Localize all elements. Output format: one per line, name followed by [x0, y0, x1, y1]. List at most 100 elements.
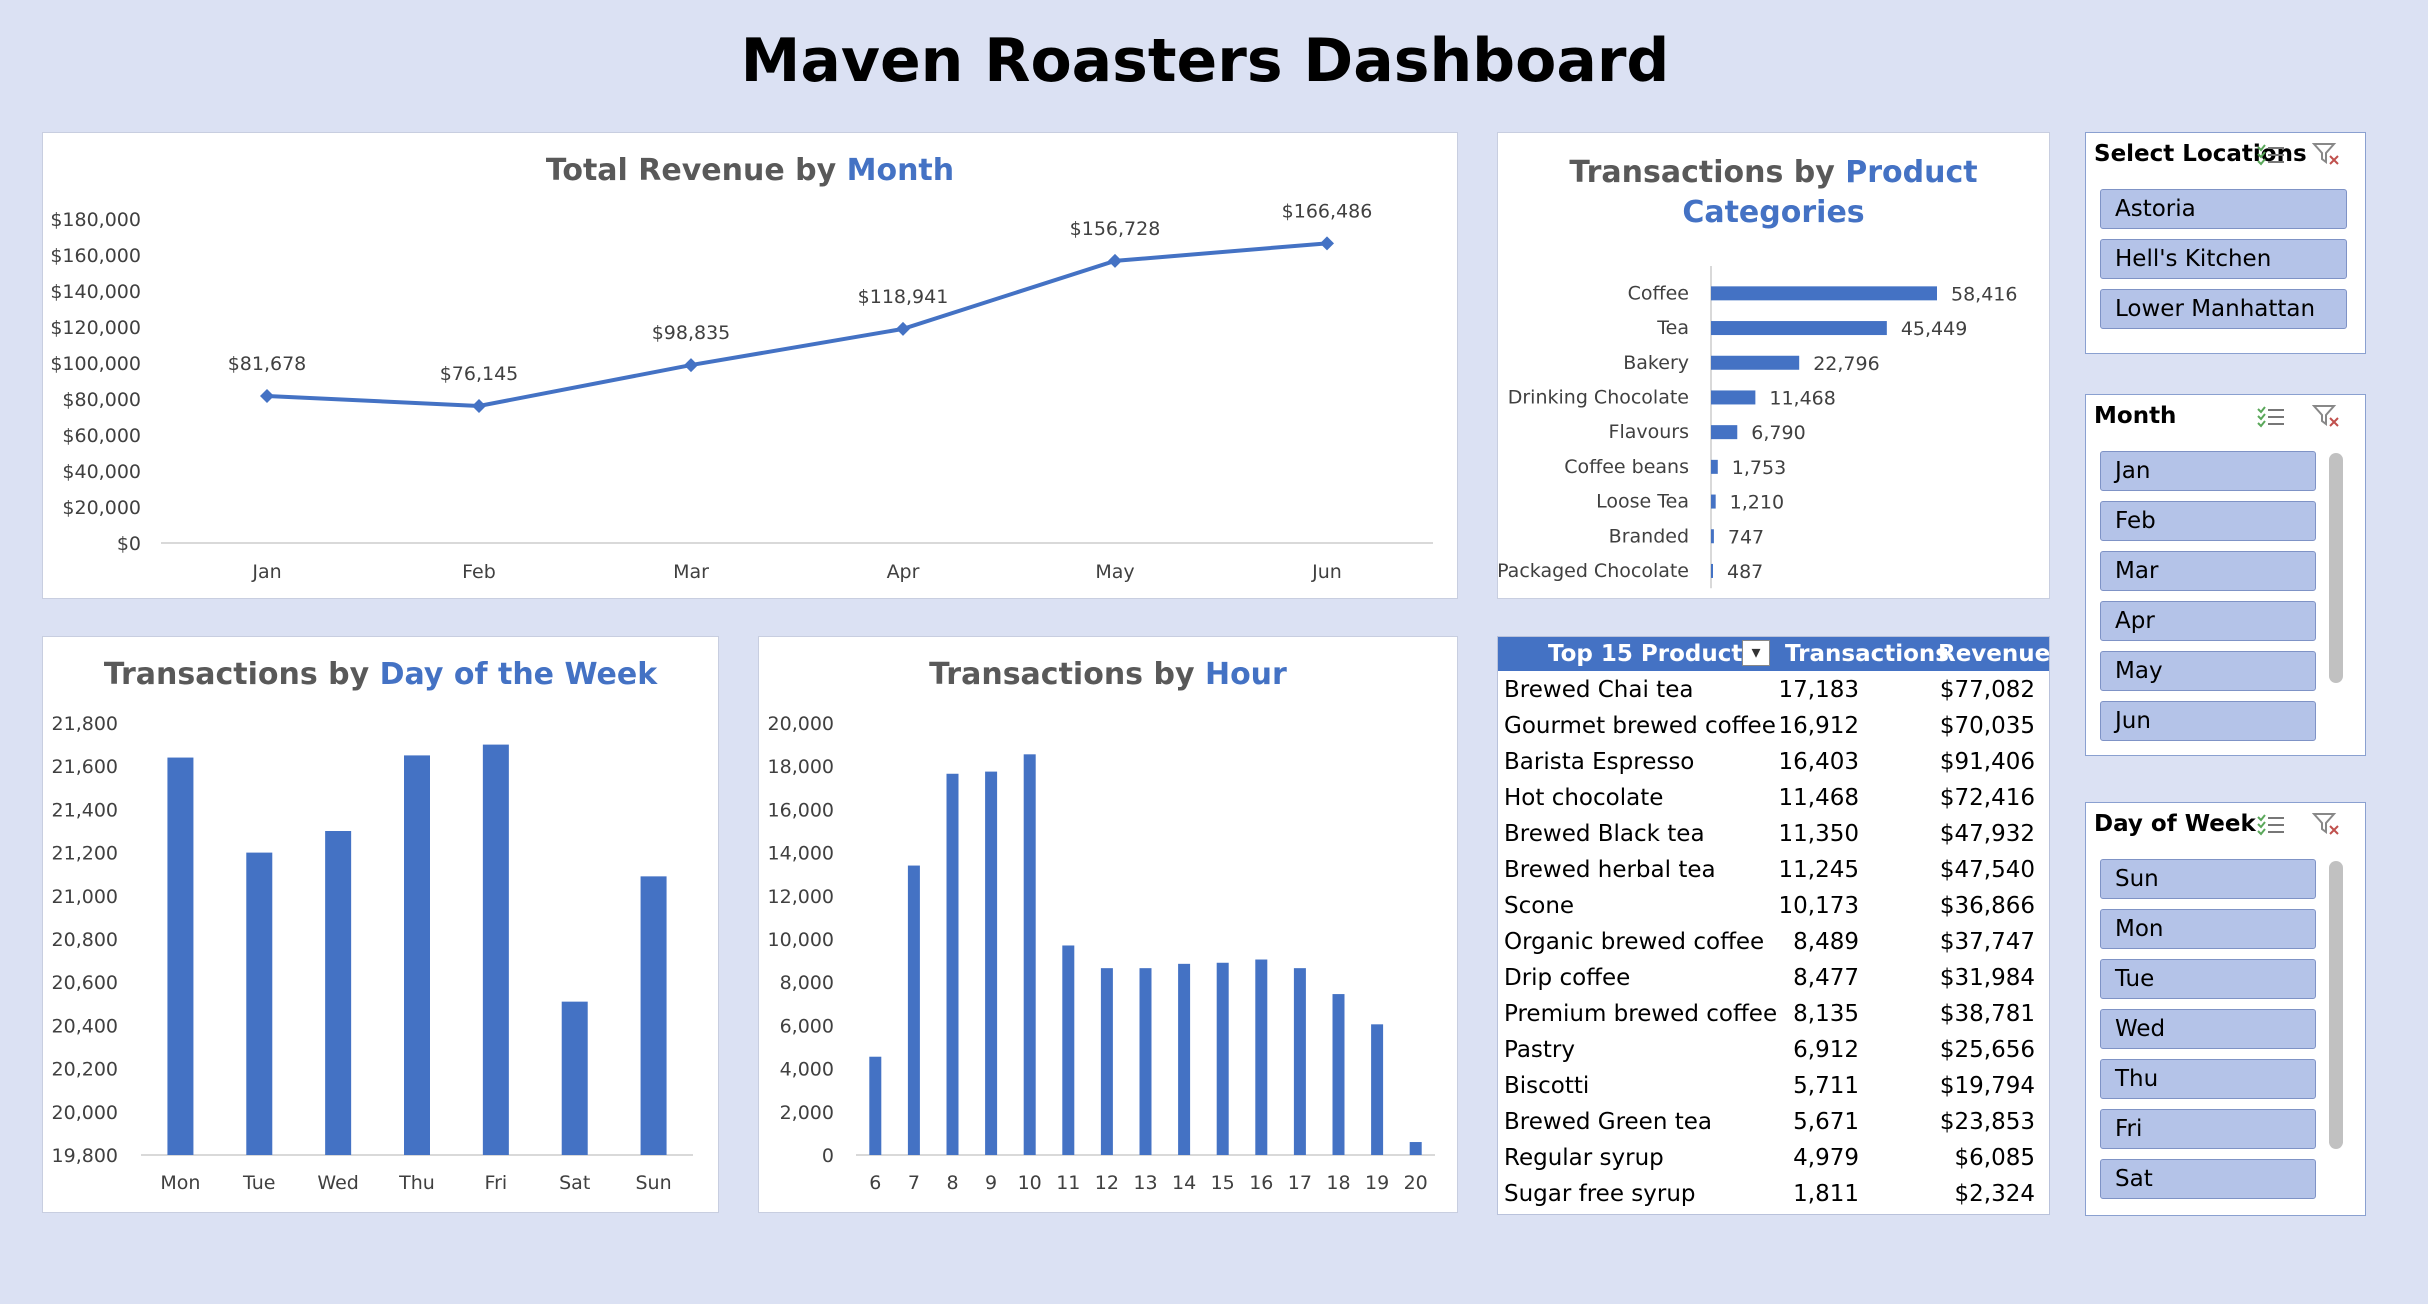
revenue-point [1320, 236, 1334, 251]
hour-bar [1332, 994, 1345, 1155]
locations-slicer-item[interactable]: Astoria [2100, 189, 2347, 229]
day-slicer-scrollbar[interactable] [2329, 861, 2343, 1149]
revenue-ytick: $120,000 [50, 317, 141, 339]
day-slicer-item[interactable]: Wed [2100, 1009, 2316, 1049]
weekday-bar [404, 755, 430, 1155]
categories-label: Drinking Chocolate [1508, 386, 1689, 408]
day-slicer-item[interactable]: Fri [2100, 1109, 2316, 1149]
table-row: Scone 10,173 $36,866 [1498, 889, 2049, 925]
revenue-data-label: $118,941 [858, 286, 949, 308]
categories-label: Loose Tea [1596, 491, 1689, 513]
revenue-point [260, 388, 274, 403]
transactions-cell: 6,912 [1793, 1037, 1859, 1063]
product-name-cell: Scone [1504, 893, 1575, 919]
hour-xtick: 12 [1095, 1172, 1119, 1194]
categories-data-label: 45,449 [1901, 318, 1967, 340]
hour-xtick: 8 [946, 1172, 958, 1194]
revenue-ytick: $80,000 [62, 389, 141, 411]
transactions-cell: 11,468 [1778, 785, 1859, 811]
month-slicer-item[interactable]: May [2100, 651, 2316, 691]
day-slicer-item[interactable]: Tue [2100, 959, 2316, 999]
product-name-cell: Premium brewed coffee [1504, 1001, 1778, 1027]
hour-bar [869, 1056, 882, 1155]
hour-xtick: 11 [1056, 1172, 1080, 1194]
revenue-point [472, 398, 486, 413]
hour-title-part-1: Transactions by [929, 657, 1205, 692]
hour-ytick: 18,000 [768, 756, 834, 778]
day-slicer-item[interactable]: Thu [2100, 1059, 2316, 1099]
product-name-cell: Regular syrup [1504, 1145, 1664, 1171]
revenue-xtick: Apr [887, 561, 920, 583]
table-row: Brewed herbal tea 11,245 $47,540 [1498, 853, 2049, 889]
transactions-cell: 11,350 [1778, 821, 1859, 847]
categories-bar [1711, 390, 1756, 405]
multi-select-icon[interactable] [2256, 141, 2286, 167]
clear-filter-icon[interactable] [2311, 811, 2342, 837]
table-row: Brewed Chai tea 17,183 $77,082 [1498, 673, 2049, 709]
categories-bar [1711, 459, 1718, 474]
hour-title-part-2: Hour [1204, 657, 1287, 692]
product-name-cell: Organic brewed coffee [1504, 929, 1765, 955]
weekday-xtick: Sat [559, 1172, 590, 1194]
categories-bar [1711, 355, 1800, 370]
day-slicer-item[interactable]: Sat [2100, 1159, 2316, 1199]
categories-bar [1711, 321, 1887, 336]
table-row: Pastry 6,912 $25,656 [1498, 1033, 2049, 1069]
month-slicer-item[interactable]: Jan [2100, 451, 2316, 491]
locations-slicer-item[interactable]: Lower Manhattan [2100, 289, 2347, 329]
categories-data-label: 487 [1727, 561, 1763, 583]
month-slicer-item[interactable]: Feb [2100, 501, 2316, 541]
clear-filter-icon[interactable] [2311, 403, 2342, 429]
transactions-cell: 5,711 [1793, 1073, 1859, 1099]
table-row: Biscotti 5,711 $19,794 [1498, 1069, 2049, 1105]
revenue-cell: $2,324 [1954, 1181, 2035, 1207]
hour-xtick: 10 [1018, 1172, 1042, 1194]
transactions-cell: 1,811 [1793, 1181, 1859, 1207]
weekday-ytick: 20,000 [52, 1102, 118, 1124]
revenue-ytick: $60,000 [62, 425, 141, 447]
transactions-cell: 11,245 [1778, 857, 1859, 883]
hour-xtick: 15 [1211, 1172, 1235, 1194]
month-slicer: Month Jan Feb Mar Apr May Jun [2085, 394, 2366, 756]
categories-label: Bakery [1623, 352, 1689, 374]
locations-slicer-item[interactable]: Hell's Kitchen [2100, 239, 2347, 279]
weekday-bar [640, 876, 667, 1155]
month-slicer-scrollbar[interactable] [2329, 453, 2343, 683]
clear-filter-icon[interactable] [2311, 141, 2342, 167]
revenue-cell: $70,035 [1939, 713, 2035, 739]
weekday-xtick: Mon [160, 1172, 200, 1194]
revenue-xtick: May [1095, 561, 1134, 583]
hour-ytick: 20,000 [768, 713, 834, 735]
product-name-cell: Gourmet brewed coffee [1504, 713, 1776, 739]
top-products-table: Top 15 Products ▾ Transactions Revenue B… [1497, 636, 2050, 1215]
month-slicer-item[interactable]: Apr [2100, 601, 2316, 641]
categories-data-label: 58,416 [1951, 283, 2017, 305]
revenue-cell: $72,416 [1939, 785, 2035, 811]
day-slicer-item[interactable]: Sun [2100, 859, 2316, 899]
revenue-data-label: $156,728 [1070, 218, 1161, 240]
categories-bar [1711, 529, 1714, 544]
multi-select-icon[interactable] [2256, 403, 2286, 429]
day-slicer-item[interactable]: Mon [2100, 909, 2316, 949]
revenue-title-part-1: Total Revenue [545, 153, 796, 188]
weekday-xtick: Fri [485, 1172, 508, 1194]
hour-ytick: 14,000 [768, 843, 834, 865]
hour-bar [1409, 1142, 1422, 1155]
revenue-cell: $38,781 [1939, 1001, 2035, 1027]
revenue-line-chart: $0 $20,000 $40,000 $60,000 $80,000 $100,000 $1… [50, 200, 1433, 583]
categories-label: Flavours [1609, 421, 1689, 443]
weekday-bar [325, 831, 352, 1155]
hour-bar [1216, 962, 1229, 1155]
product-name-cell: Sugar free syrup [1504, 1181, 1696, 1207]
filter-dropdown-icon[interactable]: ▾ [1742, 640, 1770, 666]
weekday-ytick: 21,800 [52, 713, 118, 735]
revenue-point [1108, 253, 1122, 268]
hour-xtick: 18 [1326, 1172, 1350, 1194]
multi-select-icon[interactable] [2256, 811, 2286, 837]
month-slicer-item[interactable]: Jun [2100, 701, 2316, 741]
month-slicer-item[interactable]: Mar [2100, 551, 2316, 591]
table-row: Drip coffee 8,477 $31,984 [1498, 961, 2049, 997]
hour-ytick: 4,000 [780, 1059, 834, 1081]
revenue-chart-title: Total Revenue by Month [43, 153, 1457, 188]
revenue-point [684, 358, 698, 373]
